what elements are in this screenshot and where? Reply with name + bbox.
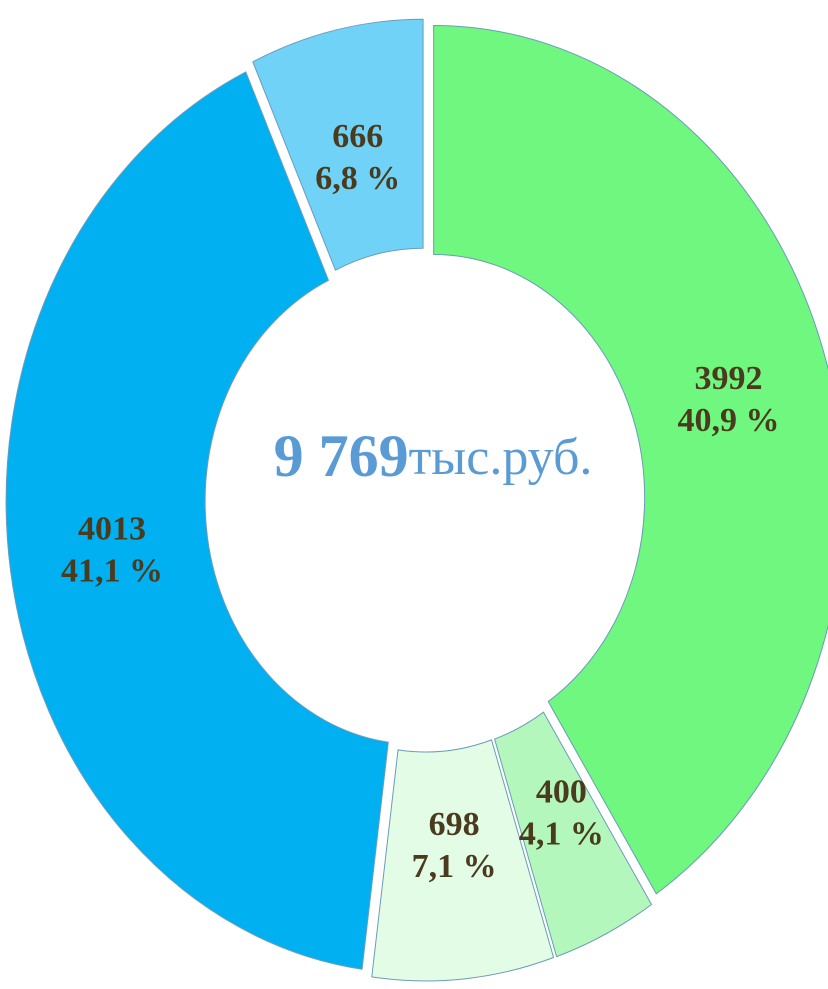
slices: [5, 18, 828, 982]
percent-label: 4,1 %: [519, 816, 604, 853]
center-unit: тыс.руб.: [409, 429, 593, 486]
value-label: 666: [332, 118, 383, 155]
value-label: 400: [536, 774, 587, 811]
percent-label: 40,9 %: [678, 402, 780, 439]
value-label: 698: [429, 806, 480, 843]
slice: [252, 18, 424, 271]
center-label: 9 769тыс.руб.: [274, 423, 593, 489]
slice: [5, 71, 389, 970]
value-label: 4013: [78, 510, 146, 547]
percent-label: 7,1 %: [412, 848, 497, 885]
value-label: 3992: [695, 360, 763, 397]
center-value: 9 769: [274, 423, 409, 489]
slice: [493, 711, 653, 958]
slice: [371, 739, 555, 982]
slice: [433, 24, 828, 895]
percent-label: 41,1 %: [61, 552, 163, 589]
percent-label: 6,8 %: [315, 160, 400, 197]
